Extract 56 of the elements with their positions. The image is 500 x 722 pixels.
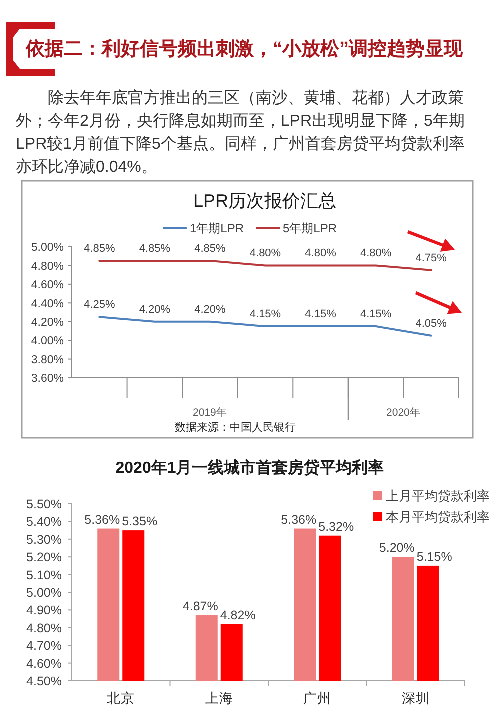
chart-title: 2020年1月一线城市首套房贷平均利率 — [116, 458, 384, 477]
data-label: 5.20% — [379, 541, 415, 556]
data-label: 4.85% — [194, 243, 226, 256]
y-tick-label: 4.80% — [26, 621, 62, 636]
data-label: 5.15% — [416, 550, 452, 564]
legend-label: 本月平均贷款利率 — [386, 510, 490, 525]
y-tick-label: 5.00% — [26, 586, 62, 600]
text: 除去年年底官方推出的三区（南沙、黄埔、花都）人才政策外；今年2月份，央行降息如期而至，LPR出现明显下降，5年期LPR较1月前值下降5个基点。同样，广州首套房贷平均贷款利率亦环比净减0.04%。 — [16, 88, 466, 178]
y-tick-label: 4.60% — [31, 280, 64, 292]
data-label: 5.32% — [318, 520, 354, 534]
data-label: 4.80% — [305, 248, 337, 260]
x-tick-label: 北京 — [107, 691, 136, 706]
data-label: 4.85% — [139, 243, 171, 256]
source-note: 数据来源：中国人民银行 — [175, 421, 296, 434]
data-label: 4.15% — [305, 308, 337, 321]
text: 依据二：利好信号频出刺激，“小放松”调控趋势显现 — [26, 38, 463, 62]
chart-title: LPR历次报价汇总 — [193, 191, 337, 211]
data-label: 4.15% — [250, 308, 282, 321]
data-label: 4.80% — [360, 248, 392, 260]
y-tick-label: 4.20% — [31, 316, 64, 329]
y-tick-label: 5.00% — [31, 242, 64, 254]
data-label: 4.20% — [194, 304, 226, 316]
y-tick-label: 4.60% — [26, 656, 62, 671]
data-label: 4.80% — [250, 248, 282, 260]
legend-label: 上月平均贷款利率 — [386, 488, 490, 504]
x-tick-label: 深圳 — [402, 691, 430, 706]
y-tick-label: 4.70% — [26, 639, 62, 654]
y-tick-label: 4.40% — [31, 298, 64, 310]
y-tick-label: 3.60% — [31, 373, 64, 386]
x-tick-label: 上海 — [205, 691, 234, 706]
data-label: 5.36% — [84, 512, 120, 527]
y-tick-label: 4.80% — [31, 260, 64, 273]
data-label: 4.75% — [416, 252, 448, 264]
data-label: 4.82% — [220, 608, 256, 622]
x-tick-label: 广州 — [304, 691, 332, 706]
text: 2019年 — [193, 407, 228, 419]
y-tick-label: 3.80% — [31, 354, 64, 366]
y-tick-label: 5.30% — [26, 532, 62, 547]
legend-label: 1年期LPR — [190, 221, 244, 236]
text: 2020年 — [386, 407, 421, 419]
y-tick-label: 5.10% — [26, 568, 62, 582]
data-label: 4.25% — [84, 299, 116, 312]
data-label: 4.85% — [84, 243, 116, 256]
y-tick-label: 4.90% — [26, 604, 62, 618]
data-label: 5.35% — [122, 514, 158, 529]
y-tick-label: 4.50% — [26, 674, 62, 688]
data-label: 4.05% — [416, 318, 448, 330]
data-label: 4.20% — [139, 304, 171, 316]
y-tick-label: 5.50% — [26, 498, 62, 512]
y-tick-label: 5.20% — [26, 550, 62, 565]
data-label: 5.36% — [281, 512, 317, 527]
data-label: 4.87% — [182, 600, 218, 614]
data-label: 4.15% — [360, 308, 392, 321]
y-tick-label: 5.40% — [26, 515, 62, 530]
legend-label: 5年期LPR — [283, 221, 338, 236]
y-tick-label: 4.00% — [31, 336, 64, 348]
